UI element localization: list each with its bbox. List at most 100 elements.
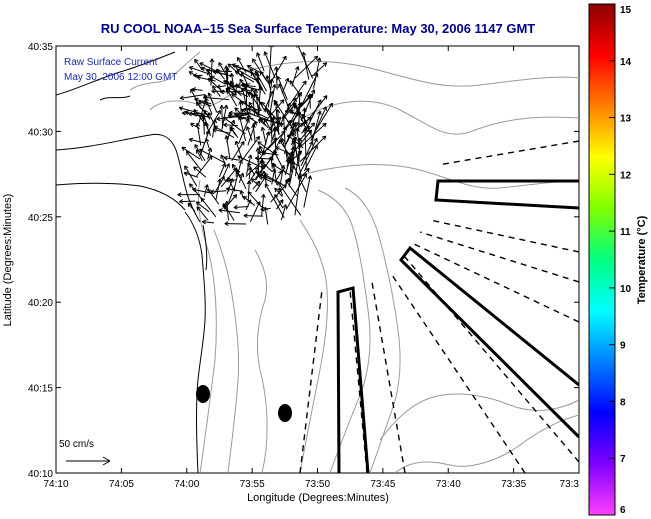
current-vector <box>259 158 265 180</box>
x-tick-label: 73:40 <box>436 479 461 490</box>
current-vector <box>187 202 196 212</box>
current-vector <box>241 108 252 118</box>
coastline <box>56 51 208 473</box>
current-vector <box>204 138 210 149</box>
current-vector <box>237 155 264 169</box>
current-vector <box>238 118 250 144</box>
map-content <box>56 46 579 473</box>
current-vector <box>286 121 297 143</box>
radar-beam-lines <box>299 140 579 473</box>
current-vector <box>238 116 247 142</box>
current-vector <box>271 168 277 185</box>
current-vector <box>207 112 218 130</box>
current-vector <box>297 137 318 178</box>
current-vector <box>221 104 229 130</box>
x-tick-label: 74:00 <box>174 479 199 490</box>
map-title: RU COOL NOAA–15 Sea Surface Temperature:… <box>101 21 536 36</box>
current-vector <box>189 183 205 203</box>
current-vector <box>207 147 213 160</box>
current-vector <box>257 141 275 155</box>
current-vector <box>246 64 261 74</box>
current-vector <box>196 75 216 82</box>
current-vector <box>210 189 227 195</box>
x-tick-label: 73:55 <box>240 479 265 490</box>
current-vector <box>194 144 206 162</box>
current-vector <box>229 126 237 136</box>
survey-boxes <box>336 179 579 473</box>
box-south <box>336 286 370 473</box>
colorbar-tick-label: 12 <box>620 170 632 181</box>
y-tick-label: 40:20 <box>28 298 53 309</box>
colorbar-tick-label: 7 <box>620 454 626 465</box>
current-vector <box>188 137 205 144</box>
colorbar-tick-label: 15 <box>620 5 632 16</box>
current-vector <box>300 89 316 122</box>
current-vector <box>260 126 267 145</box>
current-vector <box>256 52 265 72</box>
current-vector <box>311 110 322 142</box>
current-vector <box>204 97 213 115</box>
current-vector <box>245 126 253 141</box>
colorbar <box>588 3 616 516</box>
current-vector <box>257 150 279 156</box>
current-vector <box>223 203 235 221</box>
current-vector <box>274 187 283 198</box>
current-vector <box>207 92 218 113</box>
current-vector <box>294 105 308 131</box>
current-vector <box>260 206 271 212</box>
current-vector <box>297 122 327 150</box>
current-vector <box>195 201 210 213</box>
plot-frame <box>55 45 580 474</box>
current-vector <box>188 71 198 78</box>
current-vector <box>218 62 229 79</box>
current-vector <box>297 92 303 131</box>
colorbar-tick-label: 9 <box>620 341 626 352</box>
current-vector <box>278 83 290 111</box>
current-vector <box>274 194 284 209</box>
current-vector <box>285 179 298 196</box>
current-vector <box>233 83 239 95</box>
current-vector <box>191 87 203 92</box>
y-tick-label: 40:35 <box>28 42 53 53</box>
current-vector <box>253 93 265 111</box>
current-vector <box>203 109 211 120</box>
current-vector <box>250 71 266 95</box>
current-vector <box>281 77 290 94</box>
overlay-line-2: May 30, 2006 12:00 GMT <box>64 72 177 83</box>
current-vector <box>288 165 296 187</box>
current-vector <box>277 181 302 216</box>
x-tick-label: 74:05 <box>109 479 134 490</box>
current-vector <box>223 122 238 128</box>
colorbar-tick-label: 11 <box>620 227 631 238</box>
current-vector <box>299 135 327 163</box>
current-vector <box>254 155 272 161</box>
current-vector <box>226 119 236 143</box>
current-vector <box>280 204 288 221</box>
current-vector <box>247 191 263 208</box>
current-vector <box>215 178 222 201</box>
colorbar-label: Temperature (°C) <box>636 215 648 304</box>
current-vector <box>264 183 285 219</box>
current-vector <box>246 180 252 202</box>
colorbar-tick-label: 8 <box>620 397 626 408</box>
colorbar-tick-label: 10 <box>620 284 632 295</box>
tick-marks <box>55 45 580 474</box>
current-vector <box>195 122 202 146</box>
current-vector <box>179 93 206 101</box>
current-vector <box>273 66 279 90</box>
current-vector <box>183 171 199 178</box>
current-vector <box>211 88 225 94</box>
current-vector <box>285 173 307 210</box>
current-vector <box>273 101 279 131</box>
x-axis-label: Longitude (Degrees:Minutes) <box>247 492 389 504</box>
current-vector <box>262 170 267 185</box>
current-vector <box>227 63 243 78</box>
x-tick-label: 73:50 <box>305 479 330 490</box>
current-vector <box>310 62 328 78</box>
current-vector <box>194 97 212 105</box>
scale-label: 50 cm/s <box>59 439 94 450</box>
current-vector <box>221 163 230 179</box>
current-vector <box>227 176 234 188</box>
current-vector <box>218 163 226 178</box>
